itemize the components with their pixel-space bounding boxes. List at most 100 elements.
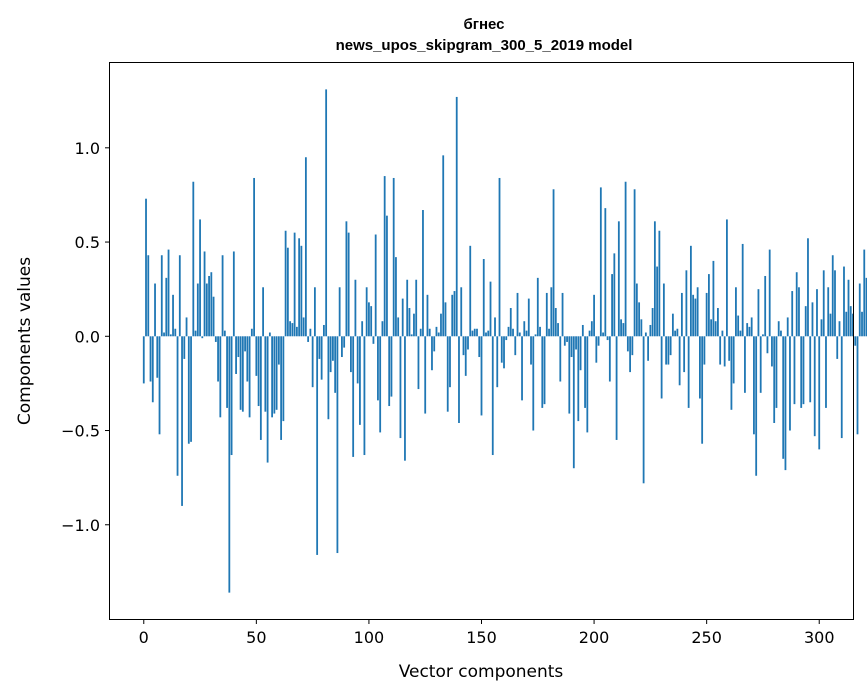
- bar-113: [397, 317, 400, 337]
- bar-77: [316, 336, 319, 555]
- bar-97: [361, 321, 364, 337]
- bar-22: [192, 181, 195, 337]
- bar-274: [759, 336, 762, 393]
- bar-53: [262, 287, 264, 337]
- bar-267: [744, 336, 746, 393]
- bar-41: [235, 336, 237, 374]
- bar-204: [602, 332, 604, 337]
- bar-51: [257, 336, 260, 407]
- bar-313: [847, 279, 850, 337]
- bar-245: [694, 298, 697, 337]
- bar-61: [280, 336, 283, 440]
- bar-253: [712, 260, 715, 337]
- bar-62: [282, 336, 285, 422]
- bar-286: [786, 317, 789, 337]
- bar-31: [212, 296, 215, 337]
- bar-206: [606, 336, 609, 341]
- bar-152: [485, 332, 487, 337]
- bar-69: [298, 238, 301, 337]
- bar-116: [404, 336, 406, 461]
- bar-226: [651, 308, 654, 337]
- bar-67: [293, 232, 296, 337]
- bar-266: [741, 243, 744, 337]
- bar-205: [604, 208, 607, 337]
- bar-96: [359, 336, 361, 425]
- bar-201: [595, 336, 598, 363]
- bar-110: [390, 336, 393, 397]
- bar-65: [289, 321, 292, 337]
- bar-307: [834, 270, 836, 337]
- bar-103: [374, 234, 377, 337]
- bar-302: [822, 270, 825, 337]
- bar-32: [214, 336, 217, 342]
- bar-43: [239, 336, 242, 410]
- bar-319: [861, 311, 863, 337]
- bar-221: [640, 319, 643, 337]
- bar-255: [717, 308, 719, 337]
- bar-56: [268, 332, 271, 337]
- bar-273: [757, 289, 760, 337]
- bar-50: [255, 336, 258, 376]
- bar-74: [309, 328, 312, 337]
- bar-106: [381, 321, 384, 337]
- bar-195: [581, 324, 584, 337]
- bar-70: [300, 245, 303, 337]
- bar-170: [525, 330, 528, 337]
- bar-314: [849, 306, 852, 337]
- bar-98: [363, 336, 366, 456]
- bar-242: [687, 336, 690, 408]
- bar-200: [593, 294, 595, 337]
- chart-subtitle: news_upos_skipgram_300_5_2019 model: [336, 37, 633, 54]
- bar-142: [462, 336, 465, 356]
- bar-188: [566, 336, 568, 342]
- bar-168: [521, 336, 523, 401]
- bar-203: [599, 187, 602, 337]
- bar-217: [631, 336, 634, 356]
- bar-85: [334, 336, 337, 393]
- bar-171: [527, 298, 530, 337]
- bar-210: [615, 336, 618, 440]
- bar-295: [807, 238, 809, 337]
- bar-121: [415, 279, 418, 337]
- bar-304: [827, 287, 830, 337]
- bar-138: [453, 291, 456, 337]
- bar-158: [498, 177, 501, 337]
- plot-frame: [109, 62, 854, 620]
- bar-14: [174, 328, 177, 337]
- bar-30: [210, 272, 213, 337]
- bar-90: [345, 221, 348, 337]
- bar-161: [505, 336, 508, 341]
- bar-189: [568, 336, 571, 414]
- bar-177: [541, 336, 544, 408]
- bar-193: [577, 336, 580, 422]
- bar-112: [395, 257, 397, 337]
- bar-219: [635, 283, 638, 337]
- bar-287: [789, 336, 791, 431]
- bar-91: [347, 232, 350, 337]
- bar-252: [710, 319, 713, 337]
- bar-132: [440, 313, 442, 337]
- bar-301: [820, 319, 823, 337]
- bar-282: [777, 321, 780, 337]
- bar-183: [554, 308, 557, 337]
- bar-29: [208, 275, 210, 337]
- y-axis-ticks: −1.0 −0.5 0.0 0.5 1.0: [61, 139, 110, 535]
- bar-244: [692, 294, 695, 337]
- bar-159: [500, 336, 503, 363]
- bar-192: [575, 336, 577, 350]
- bar-100: [368, 302, 370, 337]
- bar-276: [764, 275, 767, 337]
- y-tick-label: 0.5: [75, 233, 100, 252]
- bar-180: [548, 328, 550, 337]
- bar-229: [658, 230, 661, 337]
- bar-115: [401, 298, 404, 337]
- y-tick-label: 1.0: [75, 139, 100, 158]
- bar-34: [219, 336, 222, 418]
- bar-164: [512, 328, 514, 337]
- bar-186: [561, 292, 564, 337]
- y-axis-label: Components values: [15, 257, 35, 425]
- bar-124: [422, 210, 424, 337]
- y-tick-label: −1.0: [61, 516, 100, 535]
- bar-215: [626, 336, 629, 352]
